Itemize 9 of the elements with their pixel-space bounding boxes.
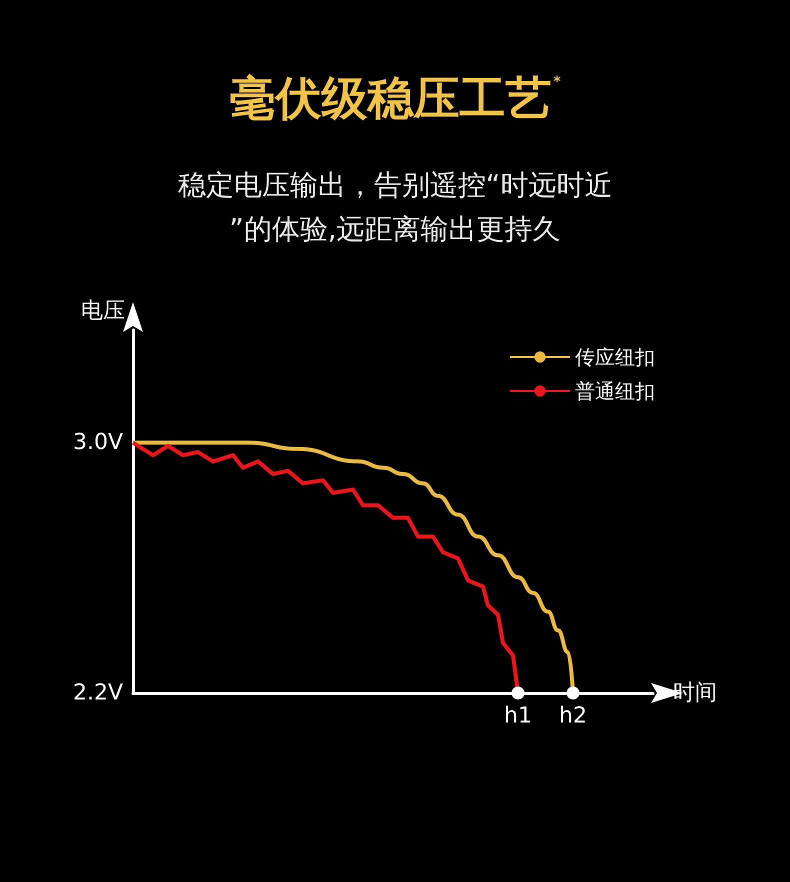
legend-label: 普通纽扣 xyxy=(575,379,655,403)
y-tick-label: 3.0V xyxy=(72,430,123,456)
x-tick-label: h2 xyxy=(559,704,587,728)
y-axis-title: 电压 xyxy=(81,298,125,324)
y-tick-label: 2.2V xyxy=(72,680,123,706)
chart-title: 毫伏级稳压工艺* xyxy=(229,71,562,125)
x-tick-label: h1 xyxy=(504,704,532,728)
legend-label: 传应纽扣 xyxy=(575,345,655,369)
chart-subtitle: 稳定电压输出，告别遥控“时远时近”的体验,远距离输出更持久 xyxy=(178,168,612,246)
